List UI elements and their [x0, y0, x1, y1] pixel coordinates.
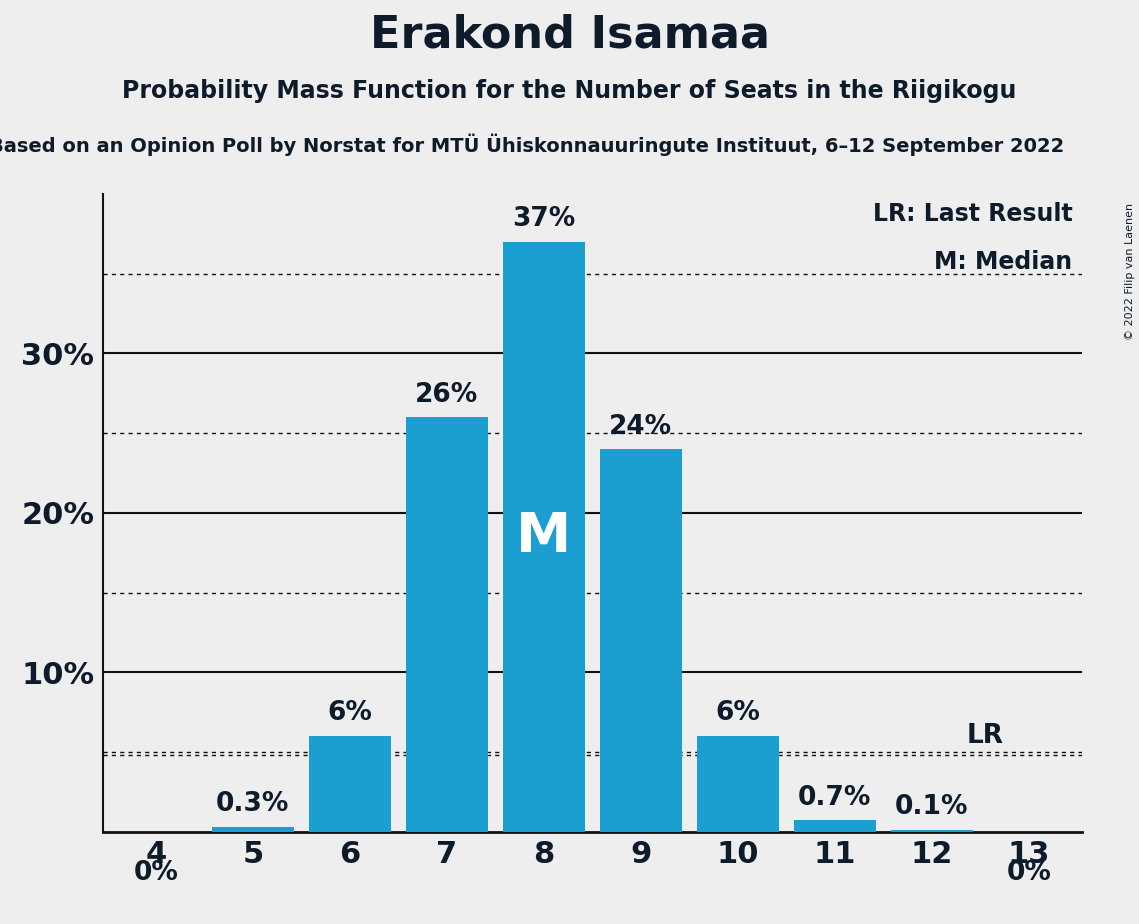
- Text: 0.1%: 0.1%: [895, 795, 968, 821]
- Bar: [405, 418, 487, 832]
- Bar: [309, 736, 391, 832]
- Text: M: M: [516, 510, 572, 564]
- Text: M: Median: M: Median: [934, 249, 1072, 274]
- Text: 6%: 6%: [715, 700, 760, 726]
- Bar: [697, 736, 779, 832]
- Text: Erakond Isamaa: Erakond Isamaa: [369, 14, 770, 57]
- Text: LR: LR: [967, 723, 1003, 748]
- Text: 0.7%: 0.7%: [798, 784, 871, 811]
- Text: 0.3%: 0.3%: [216, 791, 289, 817]
- Text: Probability Mass Function for the Number of Seats in the Riigikogu: Probability Mass Function for the Number…: [122, 79, 1017, 103]
- Text: 0%: 0%: [1006, 860, 1051, 886]
- Text: 26%: 26%: [416, 382, 478, 407]
- Text: 0%: 0%: [133, 860, 179, 886]
- Text: LR: Last Result: LR: Last Result: [872, 202, 1072, 226]
- Text: 37%: 37%: [513, 206, 575, 232]
- Text: 24%: 24%: [609, 414, 672, 440]
- Bar: [599, 449, 682, 832]
- Text: © 2022 Filip van Laenen: © 2022 Filip van Laenen: [1125, 203, 1134, 340]
- Bar: [502, 242, 585, 832]
- Bar: [794, 821, 876, 832]
- Text: 6%: 6%: [327, 700, 372, 726]
- Bar: [891, 830, 973, 832]
- Bar: [212, 827, 294, 832]
- Text: Based on an Opinion Poll by Norstat for MTÜ Ühiskonnauuringute Instituut, 6–12 S: Based on an Opinion Poll by Norstat for …: [0, 134, 1064, 156]
